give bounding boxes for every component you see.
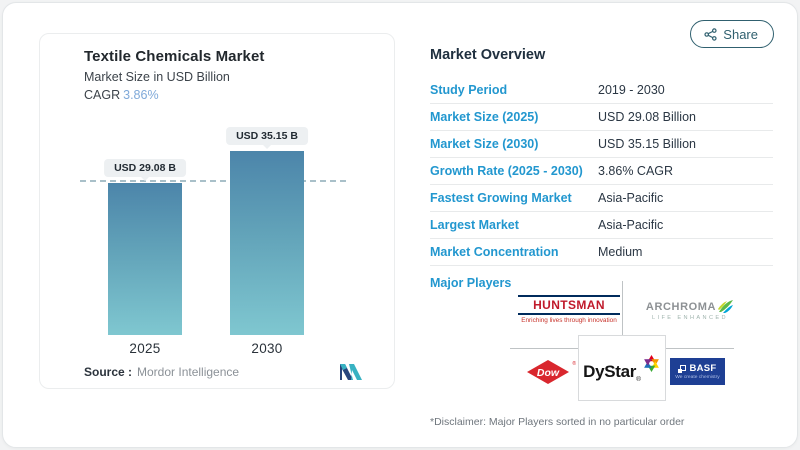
- archroma-wordmark: ARCHROMA: [645, 300, 717, 313]
- svg-text:Dow: Dow: [537, 367, 560, 379]
- basf-squares-icon: [678, 364, 687, 373]
- share-icon: [704, 27, 717, 41]
- archroma-tagline: LIFE ENHANCED: [652, 315, 728, 321]
- row-label: Study Period: [430, 83, 508, 97]
- row-label: Market Size (2025): [430, 110, 539, 124]
- dow-logo: Dow ®: [526, 359, 576, 390]
- chart-subtitle: Market Size in USD Billion: [84, 70, 230, 84]
- overview-row-market-size-2030: Market Size (2030) USD 35.15 Billion: [430, 131, 773, 158]
- archroma-logo: ARCHROMA LIFE ENHANCED: [630, 299, 750, 321]
- row-label: Fastest Growing Market: [430, 191, 572, 205]
- dystar-wordmark: DyStar: [583, 361, 637, 381]
- reference-dashed-line: [80, 179, 346, 182]
- bar-value-label-2030: USD 35.15 B: [226, 127, 308, 149]
- market-overview-section: Market Overview Study Period 2019 - 2030…: [430, 47, 773, 266]
- chart-title: Textile Chemicals Market: [84, 48, 265, 65]
- huntsman-wordmark: HUNTSMAN: [533, 298, 605, 312]
- row-value: USD 29.08 Billion: [598, 110, 696, 124]
- archroma-leaf-icon: [718, 300, 734, 313]
- players-disclaimer: *Disclaimer: Major Players sorted in no …: [430, 416, 685, 428]
- dow-registered-mark: ®: [572, 361, 576, 367]
- row-label: Largest Market: [430, 218, 519, 232]
- overview-row-fastest-growing-market: Fastest Growing Market Asia-Pacific: [430, 185, 773, 212]
- dystar-logo: DyStar ®: [578, 335, 666, 401]
- row-value: 2019 - 2030: [598, 83, 665, 97]
- players-divider-left: [510, 348, 578, 349]
- bar-value-label-2025: USD 29.08 B: [104, 158, 186, 181]
- players-divider-vertical: [622, 281, 623, 336]
- row-value: Asia-Pacific: [598, 191, 664, 205]
- dystar-registered-mark: ®: [636, 375, 641, 383]
- dow-diamond-icon: Dow: [527, 360, 569, 384]
- share-button[interactable]: Share: [690, 20, 774, 48]
- chart-cagr: CAGR 3.86%: [84, 88, 159, 102]
- row-label: Market Size (2030): [430, 137, 539, 151]
- huntsman-tagline: Enriching lives through innovation: [521, 317, 617, 324]
- dystar-pinwheel-icon: [644, 354, 659, 372]
- basf-wordmark: BASF: [689, 363, 717, 374]
- row-label: Growth Rate (2025 - 2030): [430, 164, 583, 178]
- row-value: Medium: [598, 245, 643, 259]
- cagr-value: 3.86%: [123, 88, 159, 102]
- overview-row-market-size-2025: Market Size (2025) USD 29.08 Billion: [430, 104, 773, 131]
- market-overview-title: Market Overview: [430, 47, 546, 63]
- share-button-label: Share: [723, 26, 758, 42]
- huntsman-logo: HUNTSMAN Enriching lives through innovat…: [518, 295, 620, 324]
- source-label: Source :: [84, 365, 133, 379]
- major-players-grid: HUNTSMAN Enriching lives through innovat…: [508, 273, 750, 405]
- overview-row-growth-rate: Growth Rate (2025 - 2030) 3.86% CAGR: [430, 158, 773, 185]
- bar-2025: [108, 182, 182, 335]
- overview-row-study-period: Study Period 2019 - 2030: [430, 77, 773, 104]
- x-axis-label-2025: 2025: [129, 341, 161, 356]
- overview-row-market-concentration: Market Concentration Medium: [430, 239, 773, 266]
- source-line: Source : Mordor Intelligence: [84, 365, 239, 379]
- source-value: Mordor Intelligence: [137, 365, 240, 379]
- x-axis-label-2030: 2030: [251, 341, 283, 356]
- row-value: USD 35.15 Billion: [598, 137, 696, 151]
- cagr-label: CAGR: [84, 88, 121, 102]
- basf-logo: BASF We create chemistry: [670, 358, 725, 385]
- mordor-intelligence-logo-icon: [340, 364, 362, 380]
- basf-tagline: We create chemistry: [675, 375, 720, 380]
- row-value: Asia-Pacific: [598, 218, 664, 232]
- bar-2030: [230, 151, 304, 335]
- row-label: Market Concentration: [430, 245, 559, 259]
- market-size-chart-card: Textile Chemicals Market Market Size in …: [39, 33, 395, 389]
- overview-row-largest-market: Largest Market Asia-Pacific: [430, 212, 773, 239]
- major-players-label: Major Players: [430, 276, 512, 290]
- players-divider-right: [666, 348, 734, 349]
- row-value: 3.86% CAGR: [598, 164, 674, 178]
